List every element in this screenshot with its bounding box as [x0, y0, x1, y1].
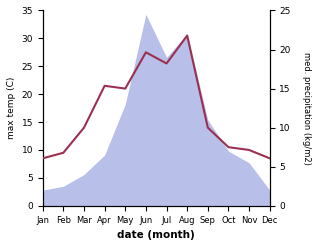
Y-axis label: med. precipitation (kg/m2): med. precipitation (kg/m2): [302, 52, 311, 165]
Y-axis label: max temp (C): max temp (C): [7, 77, 16, 139]
X-axis label: date (month): date (month): [117, 230, 195, 240]
